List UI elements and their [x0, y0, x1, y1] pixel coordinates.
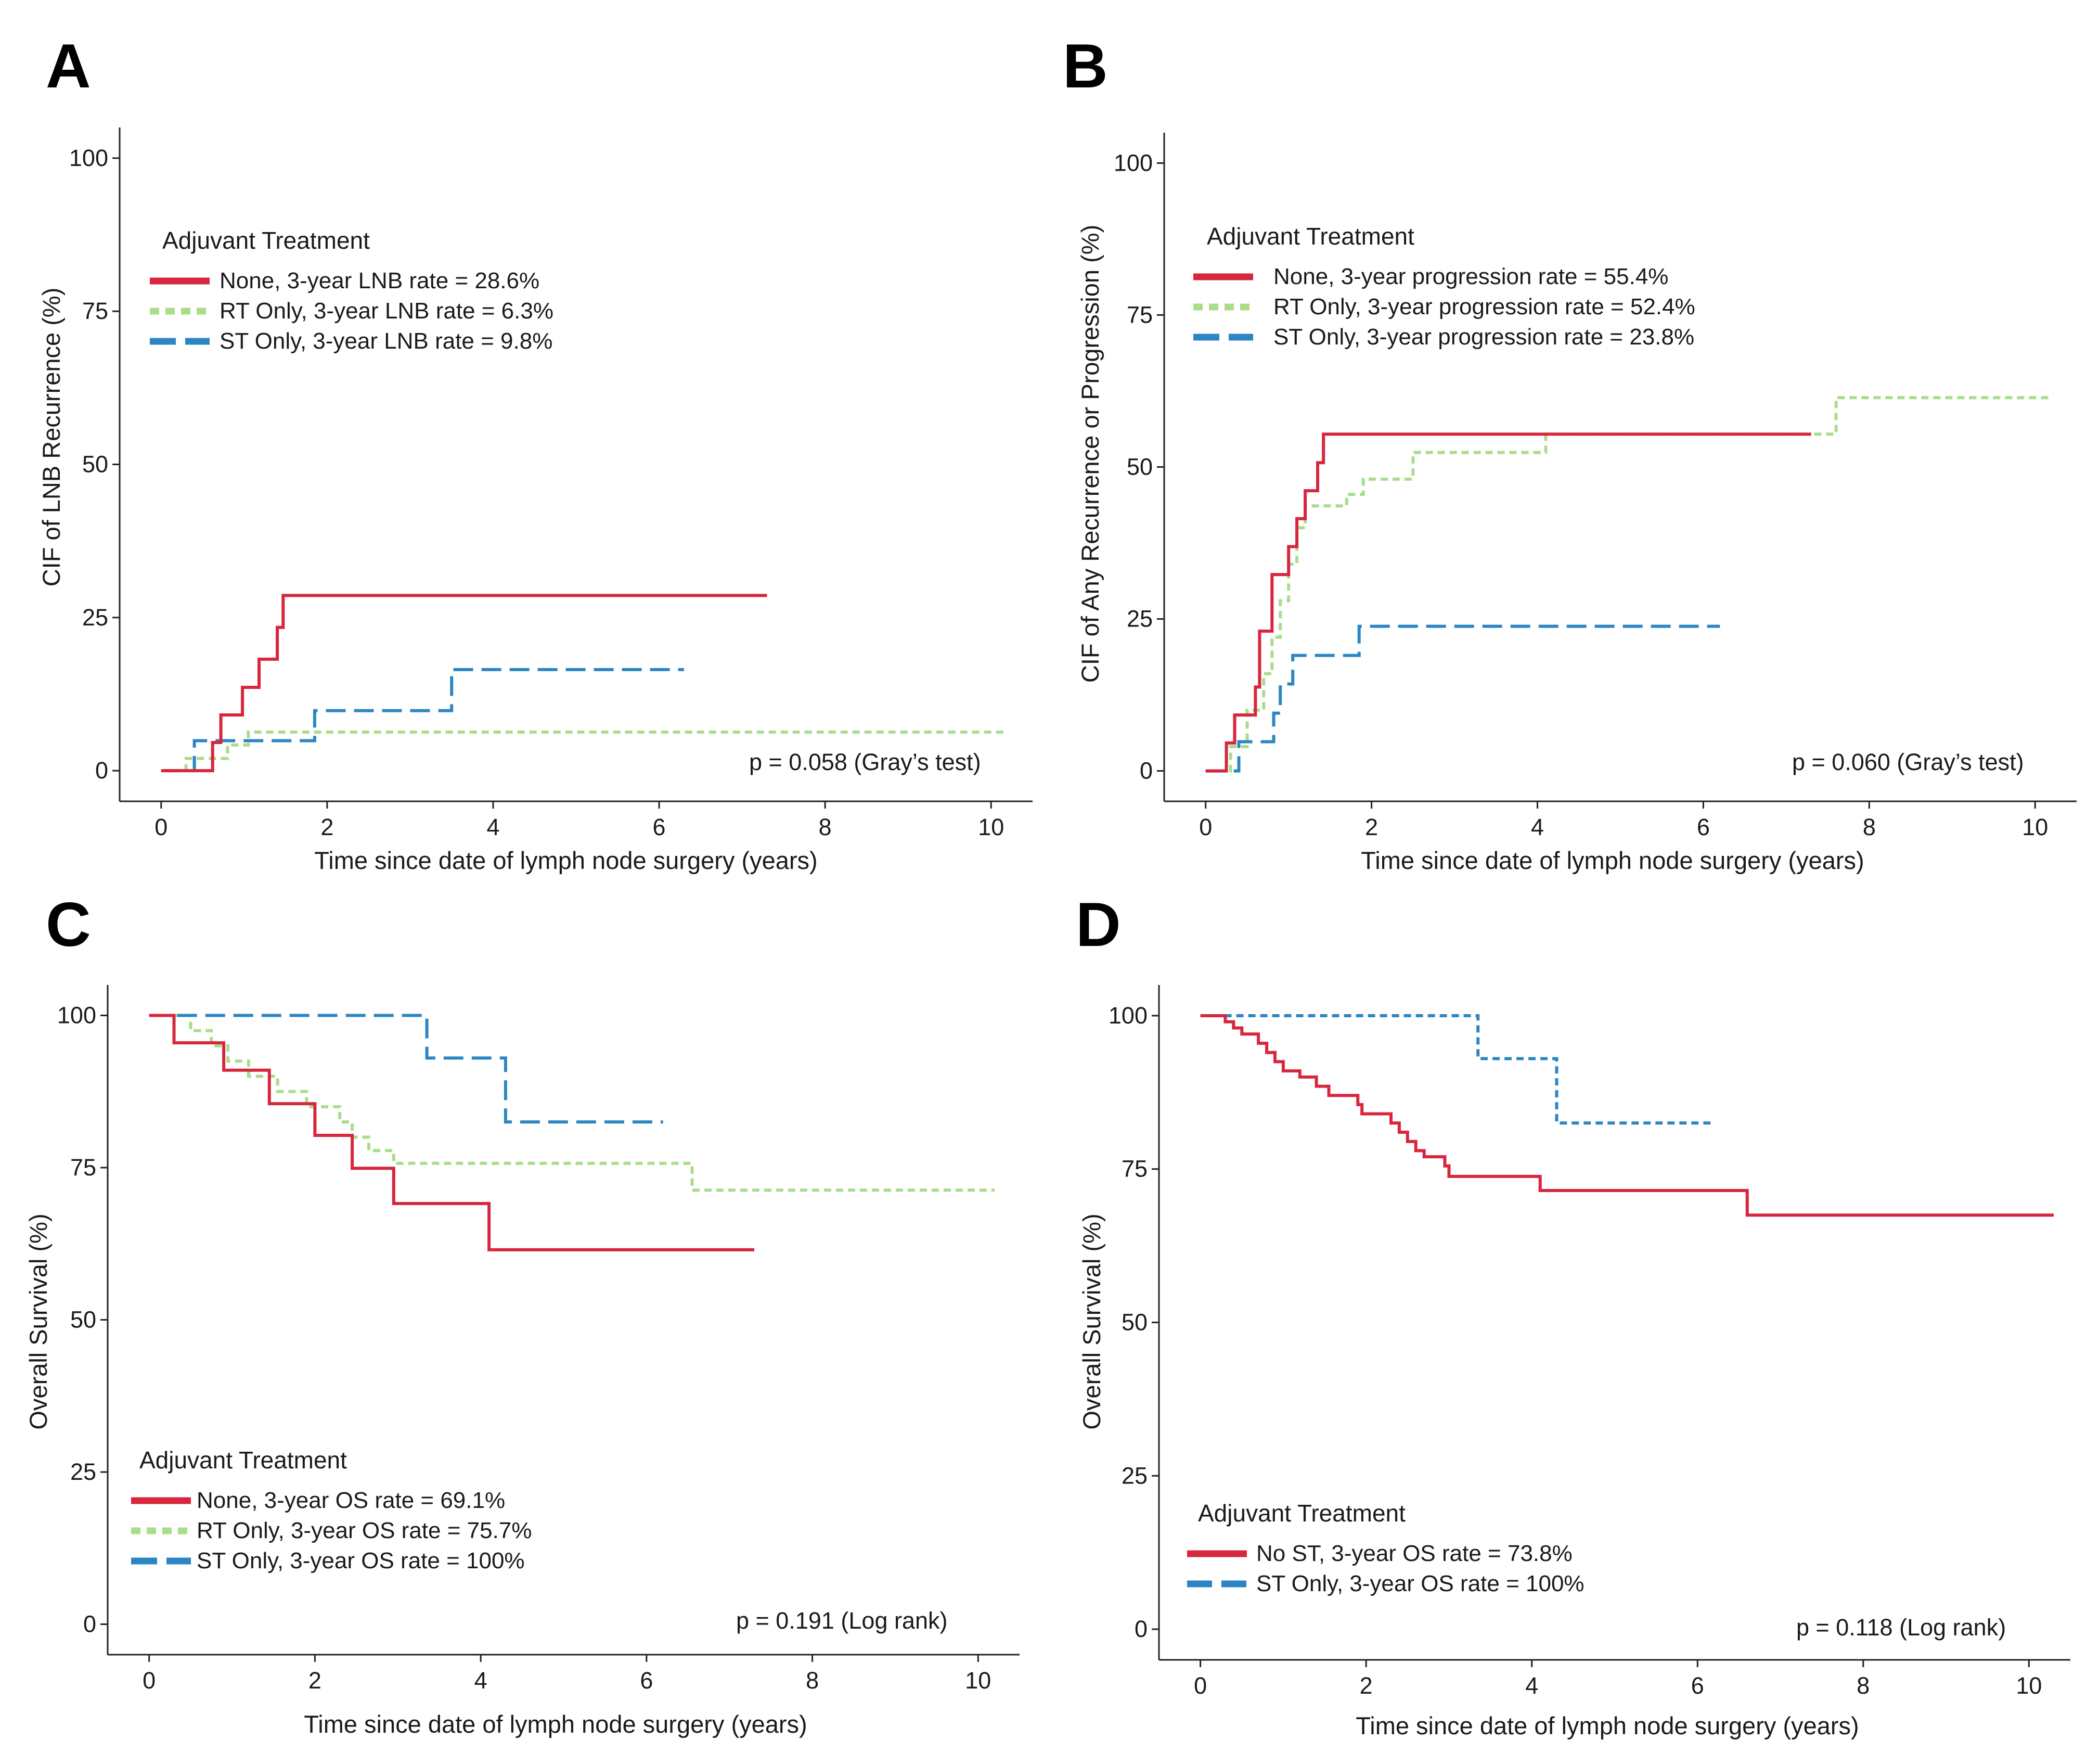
legend-title: Adjuvant Treatment — [162, 227, 370, 254]
legend-label-red: No ST, 3-year OS rate = 73.8% — [1256, 1541, 1573, 1566]
legend-label-blue: ST Only, 3-year OS rate = 100% — [197, 1548, 525, 1573]
legend-label-blue: ST Only, 3-year OS rate = 100% — [1256, 1571, 1584, 1596]
x-axis-title: Time since date of lymph node surgery (y… — [1356, 1712, 1859, 1739]
x-tick-label: 6 — [640, 1667, 653, 1694]
series-line-blue — [1200, 1014, 1715, 1125]
y-tick-label: 50 — [1122, 1309, 1148, 1336]
x-tick-label: 2 — [1360, 1672, 1373, 1699]
y-tick-label: 100 — [1109, 1002, 1148, 1029]
x-tick-label: 6 — [653, 814, 666, 840]
x-tick-label: 10 — [978, 814, 1004, 840]
y-tick-label: 100 — [1114, 149, 1153, 176]
p-value-annotation: p = 0.191 (Log rank) — [736, 1607, 948, 1634]
y-tick-label: 100 — [57, 1002, 96, 1029]
series-line-red — [1200, 1014, 2054, 1217]
x-tick-label: 2 — [308, 1667, 321, 1694]
x-tick-label: 2 — [1365, 814, 1378, 840]
panel-letter: A — [46, 31, 91, 101]
y-tick-label: 0 — [1135, 1616, 1148, 1642]
p-value-annotation: p = 0.118 (Log rank) — [1796, 1614, 2006, 1641]
series-line-blue — [1205, 624, 1720, 773]
x-tick-label: 0 — [143, 1667, 156, 1694]
x-tick-label: 8 — [819, 814, 832, 840]
x-axis-title: Time since date of lymph node surgery (y… — [314, 847, 817, 874]
series-line-green — [161, 731, 1008, 773]
x-tick-label: 8 — [1863, 814, 1876, 840]
y-tick-label: 0 — [95, 757, 108, 784]
y-tick-label: 25 — [1122, 1462, 1148, 1489]
panel-letter: D — [1076, 890, 1121, 959]
y-tick-label: 50 — [1127, 454, 1153, 480]
x-tick-label: 0 — [1194, 1672, 1207, 1699]
y-axis-title: CIF of LNB Recurrence (%) — [37, 288, 65, 587]
panel-b: B 0 25 50 75 100 0 2 4 6 8 10 Adjuvant Treatment N… — [1063, 31, 2077, 874]
panel-c: C 0 25 50 75 100 0 2 4 6 8 10 Adjuvant Treatment N… — [24, 890, 1020, 1738]
legend-label-green: RT Only, 3-year progression rate = 52.4% — [1273, 294, 1695, 319]
x-tick-label: 4 — [1525, 1672, 1538, 1699]
y-axis-title: Overall Survival (%) — [1078, 1213, 1105, 1429]
x-tick-label: 6 — [1691, 1672, 1704, 1699]
y-tick-label: 50 — [82, 451, 108, 478]
x-tick-label: 4 — [474, 1667, 487, 1694]
y-tick-label: 75 — [1122, 1156, 1148, 1182]
x-tick-label: 4 — [1531, 814, 1544, 840]
y-tick-label: 25 — [1127, 606, 1153, 632]
x-tick-label: 0 — [1199, 814, 1212, 840]
x-tick-label: 4 — [486, 814, 499, 840]
panel-a: A 0 25 50 75 100 0 2 4 6 8 10 Adjuvant Treatment N… — [37, 31, 1033, 874]
y-tick-label: 50 — [70, 1307, 96, 1333]
legend-label-blue: ST Only, 3-year LNB rate = 9.8% — [220, 328, 552, 354]
series-line-red — [149, 1014, 754, 1251]
y-tick-label: 75 — [70, 1154, 96, 1181]
y-tick-label: 75 — [1127, 301, 1153, 328]
series-line-green — [1205, 396, 2052, 773]
legend-label-green: RT Only, 3-year LNB rate = 6.3% — [220, 298, 553, 324]
panel-letter: B — [1063, 31, 1108, 101]
legend-label-blue: ST Only, 3-year progression rate = 23.8% — [1273, 324, 1694, 350]
series-line-red — [1205, 432, 1811, 773]
x-tick-label: 8 — [1857, 1672, 1870, 1699]
x-tick-label: 0 — [154, 814, 168, 840]
x-tick-label: 10 — [965, 1667, 991, 1694]
y-tick-label: 25 — [70, 1458, 96, 1485]
legend-label-green: RT Only, 3-year OS rate = 75.7% — [197, 1518, 532, 1543]
legend-label-red: None, 3-year LNB rate = 28.6% — [220, 268, 539, 293]
legend-title: Adjuvant Treatment — [1207, 223, 1414, 250]
y-axis-title: Overall Survival (%) — [24, 1213, 52, 1429]
y-tick-label: 25 — [82, 604, 108, 631]
p-value-annotation: p = 0.060 (Gray’s test) — [1792, 749, 2024, 775]
x-tick-label: 10 — [2022, 814, 2048, 840]
series-line-blue — [149, 1014, 663, 1124]
x-tick-label: 10 — [2016, 1672, 2042, 1699]
y-tick-label: 0 — [83, 1611, 96, 1637]
y-axis-title: CIF of Any Recurrence or Progression (%) — [1076, 225, 1104, 683]
legend-label-red: None, 3-year OS rate = 69.1% — [197, 1488, 505, 1513]
legend-title: Adjuvant Treatment — [1198, 1500, 1406, 1527]
panel-letter: C — [46, 890, 91, 959]
x-tick-label: 6 — [1697, 814, 1710, 840]
legend-title: Adjuvant Treatment — [139, 1447, 347, 1474]
y-tick-label: 100 — [69, 145, 108, 171]
series-line-red — [161, 594, 767, 773]
p-value-annotation: p = 0.058 (Gray’s test) — [749, 749, 981, 775]
panel-d: D 0 25 50 75 100 0 2 4 6 8 10 Adjuvant Treatment N… — [1076, 890, 2070, 1739]
y-tick-label: 0 — [1140, 758, 1153, 784]
x-axis-title: Time since date of lymph node surgery (y… — [1361, 847, 1864, 874]
legend-label-red: None, 3-year progression rate = 55.4% — [1273, 264, 1668, 289]
x-tick-label: 8 — [806, 1667, 819, 1694]
x-tick-label: 2 — [320, 814, 333, 840]
series-line-blue — [161, 668, 684, 773]
y-tick-label: 75 — [82, 298, 108, 324]
x-axis-title: Time since date of lymph node surgery (y… — [304, 1710, 807, 1738]
